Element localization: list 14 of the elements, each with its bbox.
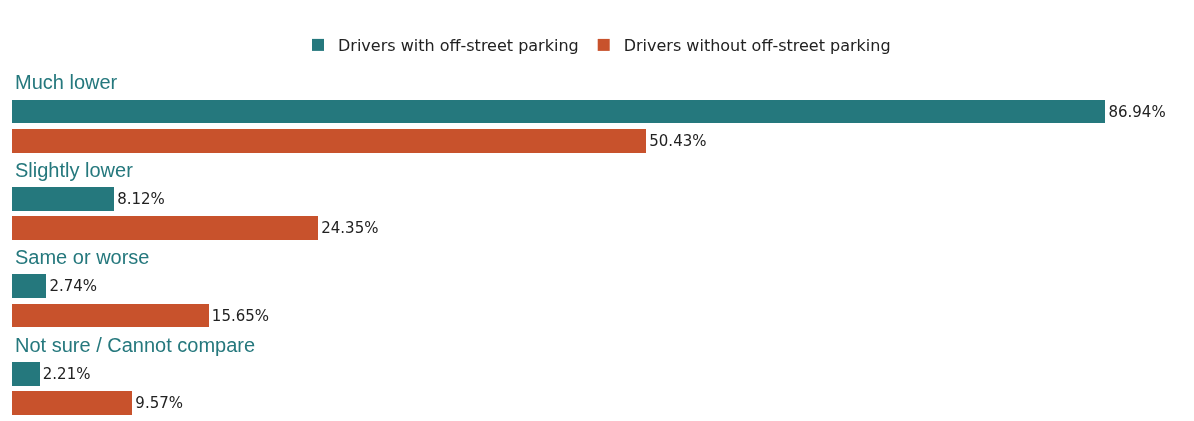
legend-label: Drivers without off-street parking [623, 36, 891, 56]
data-label: 24.35% [321, 219, 379, 238]
y-tick-label: Not sure / Cannot compare [15, 333, 256, 356]
y-tick-label: Much lower [15, 71, 118, 94]
data-label: 2.74% [49, 277, 98, 296]
y-tick-label: Slightly lower [15, 158, 134, 181]
legend-label: Drivers with off-street parking [338, 36, 579, 56]
data-label: 2.21% [42, 364, 91, 383]
data-label: 86.94% [1108, 102, 1166, 121]
data-label: 9.57% [135, 393, 184, 412]
data-label: 50.43% [649, 131, 707, 150]
data-label: 15.65% [211, 306, 270, 325]
data-label: 8.12% [117, 189, 165, 208]
y-tick-label: Same or worse [15, 246, 150, 269]
